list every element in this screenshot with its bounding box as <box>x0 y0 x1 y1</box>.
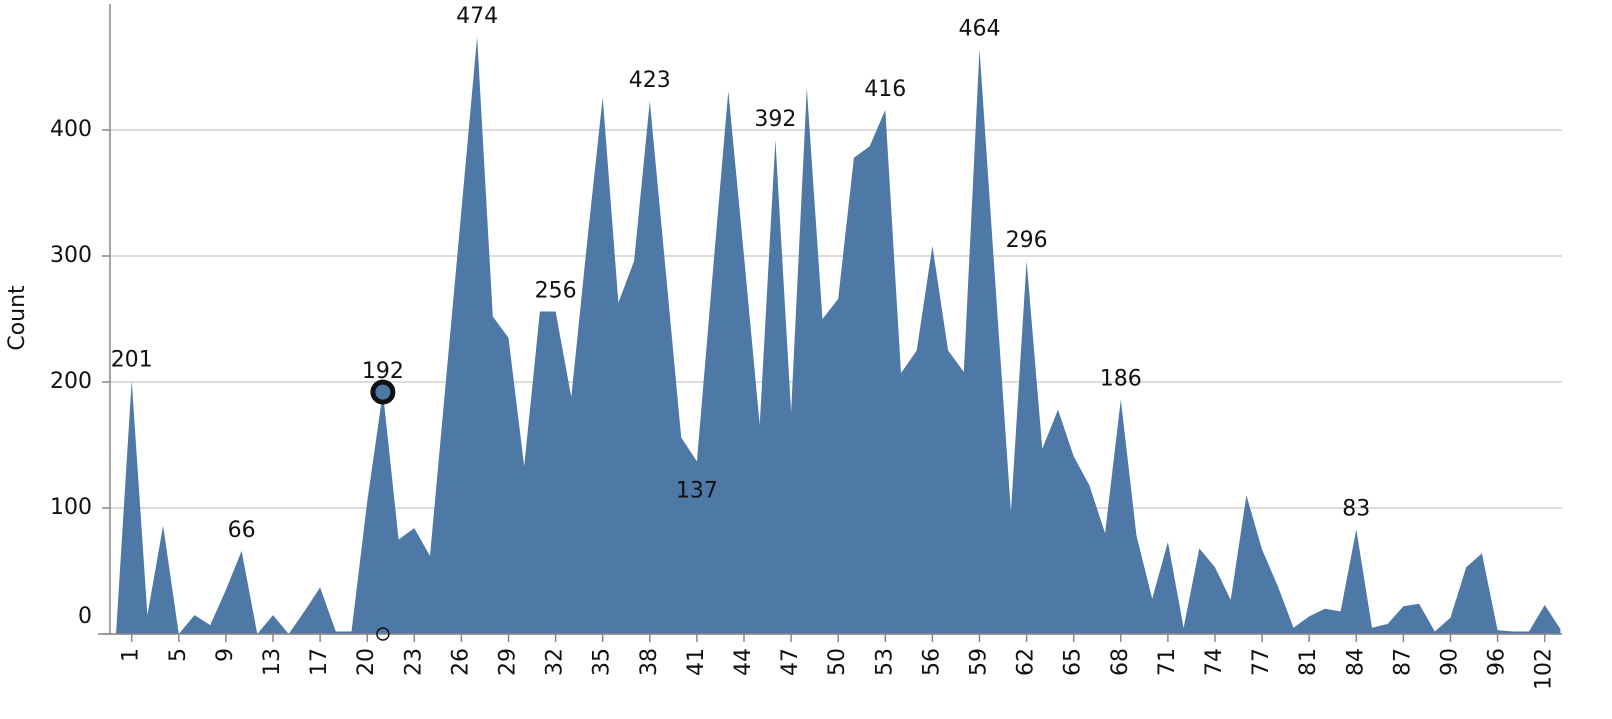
x-tick-label: 96 <box>1485 648 1510 676</box>
x-tick-label: 38 <box>637 648 662 676</box>
area <box>116 36 1561 634</box>
data-label: 66 <box>228 518 256 543</box>
x-tick-label: 20 <box>354 648 379 676</box>
y-axis-title: Count <box>5 285 30 351</box>
x-tick-label: 50 <box>825 648 850 676</box>
x-tick-label: 71 <box>1155 648 1180 676</box>
x-tick-label: 9 <box>213 648 238 662</box>
x-tick-label: 41 <box>684 648 709 676</box>
y-tick-label: 300 <box>50 243 92 268</box>
data-label: 186 <box>1100 367 1142 392</box>
data-label: 423 <box>629 68 671 93</box>
x-tick-label: 47 <box>778 648 803 676</box>
x-tick-label: 26 <box>448 648 473 676</box>
data-label: 474 <box>456 4 498 29</box>
x-tick-label: 1 <box>119 648 144 662</box>
selected-point-base <box>376 627 390 641</box>
x-tick-label: 102 <box>1532 648 1557 690</box>
x-tick-label: 44 <box>731 648 756 676</box>
y-tick-label: 400 <box>50 117 92 142</box>
selected-point <box>370 379 396 405</box>
x-tick-label: 13 <box>260 648 285 676</box>
y-tick-label: 200 <box>50 369 92 394</box>
data-label: 201 <box>111 348 153 373</box>
x-tick-label: 56 <box>919 648 944 676</box>
x-tick-label: 81 <box>1296 648 1321 676</box>
x-tick-label: 23 <box>401 648 426 676</box>
x-tick-label: 65 <box>1061 648 1086 676</box>
data-label: 256 <box>535 278 577 303</box>
data-label: 296 <box>1006 228 1048 253</box>
x-tick-label: 35 <box>590 648 615 676</box>
data-label: 83 <box>1342 496 1370 521</box>
data-label: 464 <box>959 16 1001 41</box>
x-tick-label: 17 <box>307 648 332 676</box>
x-tick-label: 53 <box>872 648 897 676</box>
x-tick-label: 77 <box>1249 648 1274 676</box>
x-tick-label: 68 <box>1108 648 1133 676</box>
x-tick-label: 62 <box>1014 648 1039 676</box>
x-tick-label: 84 <box>1343 648 1368 676</box>
y-tick-label: 0 <box>78 604 92 629</box>
x-tick-label: 87 <box>1390 648 1415 676</box>
x-tick-label: 29 <box>496 648 521 676</box>
data-label: 416 <box>864 77 906 102</box>
x-tick-label: 74 <box>1202 648 1227 676</box>
x-tick-label: 32 <box>543 648 568 676</box>
y-tick-label: 100 <box>50 495 92 520</box>
data-label: 392 <box>754 107 796 132</box>
data-label: 137 <box>676 478 718 503</box>
x-tick-label: 59 <box>967 648 992 676</box>
x-tick-label: 5 <box>166 648 191 662</box>
x-tick-label: 90 <box>1438 648 1463 676</box>
